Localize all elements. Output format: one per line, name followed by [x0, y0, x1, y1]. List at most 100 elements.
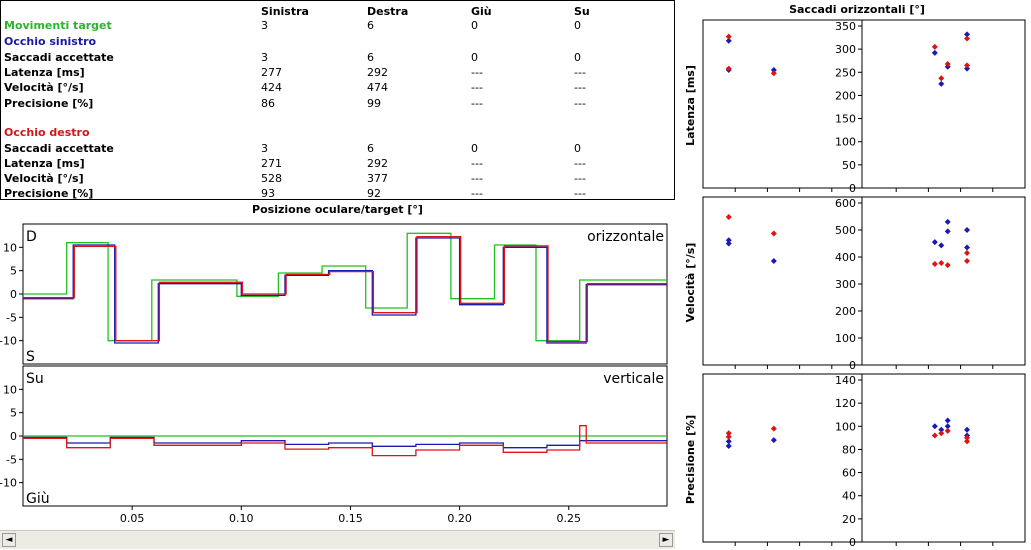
cell-value: --- — [471, 172, 483, 185]
cell-value: 277 — [261, 66, 282, 79]
scatter-point-occhio-destro — [938, 430, 945, 437]
scroll-left-arrow-icon[interactable]: ◄ — [2, 533, 16, 547]
cell-value: 3 — [261, 142, 268, 155]
scatter-point-occhio-destro — [931, 432, 938, 439]
x-tick-label: -15 — [758, 548, 776, 549]
scatter-point-occhio-sinistro — [938, 242, 945, 249]
scatter-point-occhio-destro — [931, 261, 938, 268]
cell-value: 93 — [261, 187, 275, 200]
scatter-point-occhio-destro — [964, 434, 971, 441]
scatter-point-occhio-destro — [725, 430, 732, 437]
y-tick-label: 100 — [835, 332, 856, 345]
x-tick-label: 0.20 — [447, 512, 472, 525]
scatter-point-occhio-sinistro — [938, 80, 945, 87]
y-tick-label: 600 — [835, 197, 856, 210]
col-header-giu: Giù — [471, 5, 492, 18]
row-label: Velocità [°/s] — [4, 172, 84, 185]
scatter-point-occhio-destro — [944, 427, 951, 434]
series-line-occhio-destro — [23, 235, 667, 343]
y-tick-label: 200 — [835, 89, 856, 102]
cell-value: 424 — [261, 81, 282, 94]
y-tick-label: 5 — [10, 265, 17, 278]
cell-value: --- — [574, 66, 586, 79]
scatter-point-occhio-sinistro — [944, 218, 951, 225]
cell-value: --- — [574, 81, 586, 94]
cell-value: --- — [574, 187, 586, 200]
cell-value: --- — [471, 187, 483, 200]
y-tick-label: 300 — [835, 43, 856, 56]
scatter-point-occhio-sinistro — [725, 237, 732, 244]
cell-value: 528 — [261, 172, 282, 185]
series-line-occhio-sinistro — [23, 436, 667, 449]
x-tick-label: -20 — [726, 548, 744, 549]
x-tick-label: 5 — [893, 548, 900, 549]
scatter-frame — [702, 19, 1026, 189]
x-tick-label: -5 — [826, 548, 837, 549]
y-tick-label: 250 — [835, 66, 856, 79]
scatter-point-occhio-sinistro — [770, 258, 777, 265]
y-tick-label: -5 — [6, 453, 17, 466]
cell-value: 0 — [471, 142, 478, 155]
scroll-right-arrow-icon[interactable]: ► — [659, 533, 673, 547]
target-value: 6 — [367, 19, 374, 32]
cell-value: --- — [574, 157, 586, 170]
y-tick-label: 300 — [835, 278, 856, 291]
y-tick-label: 400 — [835, 251, 856, 264]
scatter-point-occhio-sinistro — [725, 438, 732, 445]
row-label: Latenza [ms] — [4, 157, 85, 170]
cell-value: 92 — [367, 187, 381, 200]
scatter-point-occhio-destro — [725, 33, 732, 40]
series-line-occhio-sinistro — [23, 237, 667, 344]
scatter-point-occhio-sinistro — [725, 442, 732, 449]
scatter-frame — [702, 373, 1026, 543]
cell-value: --- — [471, 157, 483, 170]
y-tick-label: 5 — [10, 407, 17, 420]
y-tick-label: 500 — [835, 224, 856, 237]
cell-value: 86 — [261, 97, 275, 110]
scatter-point-occhio-destro — [964, 35, 971, 42]
scatter-point-occhio-sinistro — [931, 49, 938, 56]
y-tick-label: 100 — [835, 420, 856, 433]
y-tick-label: 40 — [842, 490, 856, 503]
panel-corner-bottom-label: Giù — [26, 491, 50, 507]
left-eye-heading: Occhio sinistro — [4, 35, 97, 48]
y-axis-label: Velocità [°/s] — [684, 243, 697, 323]
y-tick-label: 0 — [849, 359, 856, 372]
series-line-target — [23, 232, 667, 342]
scatter-frame — [702, 196, 1026, 366]
target-value: 0 — [471, 19, 478, 32]
stats-table: Sinistra Destra Giù Su Movimenti target … — [0, 0, 675, 200]
row-label: Velocità [°/s] — [4, 81, 84, 94]
scatter-point-occhio-destro — [725, 214, 732, 221]
y-tick-label: 120 — [835, 397, 856, 410]
y-axis-label: Precisione [%] — [684, 415, 697, 504]
scatter-point-occhio-sinistro — [931, 423, 938, 430]
cell-value: --- — [574, 172, 586, 185]
panel-label: orizzontale — [587, 229, 664, 245]
cell-value: 474 — [367, 81, 388, 94]
scatter-point-occhio-destro — [725, 433, 732, 440]
scatter-point-occhio-sinistro — [944, 417, 951, 424]
x-tick-label: 0.25 — [557, 512, 582, 525]
scatter-point-occhio-sinistro — [964, 65, 971, 72]
x-tick-label: -10 — [791, 548, 809, 549]
y-tick-label: 20 — [842, 513, 856, 526]
cell-value: --- — [574, 97, 586, 110]
scatter-point-occhio-sinistro — [938, 426, 945, 433]
horizontal-scrollbar[interactable]: ◄ ► — [0, 530, 675, 549]
scatter-point-occhio-sinistro — [770, 437, 777, 444]
y-tick-label: 60 — [842, 467, 856, 480]
cell-value: --- — [471, 66, 483, 79]
panel-corner-top-label: Su — [26, 371, 44, 387]
scatter-point-occhio-sinistro — [964, 31, 971, 38]
scatter-point-occhio-sinistro — [964, 426, 971, 433]
saccade-chart-title: Saccadi orizzontali [°] — [789, 3, 925, 16]
x-tick-label: 0.15 — [338, 512, 363, 525]
scatter-point-occhio-destro — [964, 249, 971, 256]
cell-value: 6 — [367, 142, 374, 155]
x-tick-label: 15 — [954, 548, 968, 549]
scatter-point-occhio-destro — [770, 70, 777, 77]
y-tick-label: 10 — [3, 383, 17, 396]
